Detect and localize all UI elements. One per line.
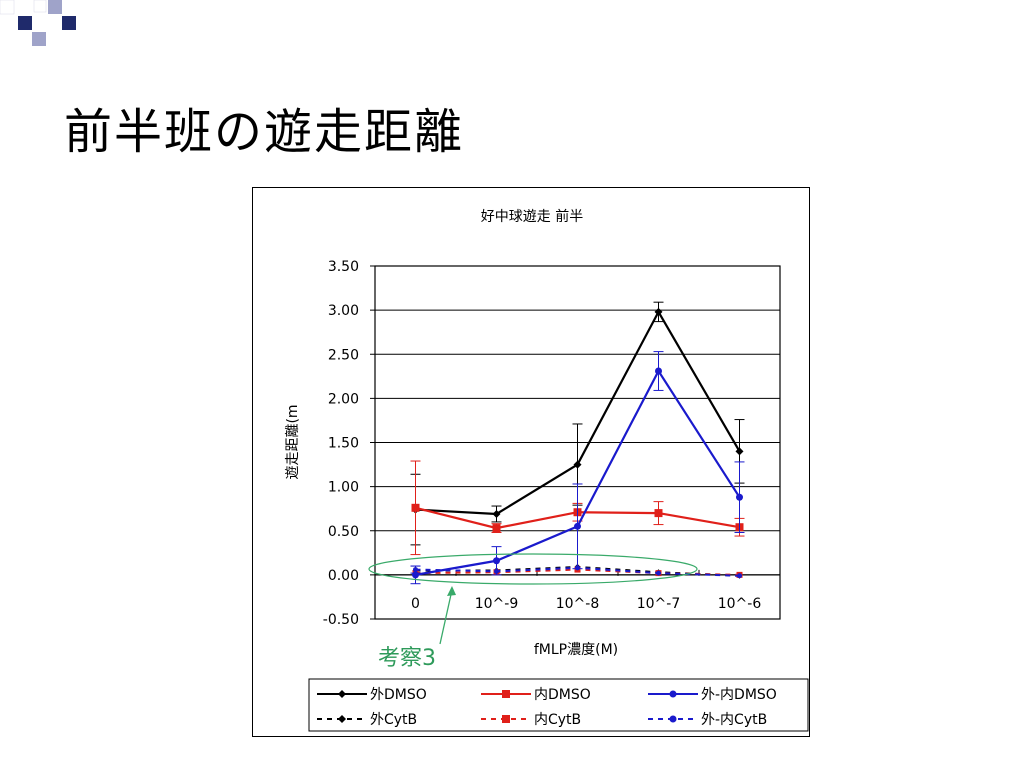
- y-axis-label: 遊走距離(m: [284, 404, 301, 479]
- data-point: [492, 524, 501, 533]
- legend: 外DMSO 内DMSO 外-内DMSO 外CytB 内CytB 外-内CytB: [308, 678, 809, 732]
- data-point: [655, 367, 662, 375]
- deco-square: [62, 16, 76, 30]
- legend-item: 内CytB: [481, 712, 581, 728]
- legend-label: 外CytB: [370, 712, 417, 728]
- data-point: [654, 509, 663, 518]
- data-point: [669, 690, 677, 698]
- data-point: [411, 503, 420, 512]
- legend-label: 内DMSO: [534, 687, 591, 703]
- x-axis-label: fMLP濃度(M): [534, 642, 618, 658]
- legend-item: 内DMSO: [481, 687, 591, 703]
- x-tick-label: 0: [411, 596, 420, 612]
- data-point: [654, 307, 663, 316]
- deco-square: [48, 0, 62, 14]
- title-decoration: [0, 0, 76, 46]
- highlight-ellipse: [368, 553, 698, 585]
- y-tick-label: 3.50: [328, 259, 359, 275]
- data-point: [574, 522, 581, 530]
- data-point: [492, 509, 501, 518]
- data-point: [412, 571, 419, 579]
- data-point: [735, 447, 744, 456]
- data-point: [669, 715, 677, 723]
- y-tick-label: 2.50: [328, 347, 359, 363]
- slide-title: 前半班の遊走距離: [64, 104, 465, 160]
- y-tick-label: 1.00: [328, 480, 359, 496]
- deco-square: [32, 32, 46, 46]
- x-tick-label: 10^-9: [475, 596, 519, 612]
- legend-label: 内CytB: [534, 712, 581, 728]
- data-point: [338, 715, 346, 723]
- annotation-arrowhead: [447, 586, 456, 596]
- data-series: [410, 301, 745, 585]
- data-point: [493, 557, 500, 565]
- legend-label: 外-内CytB: [701, 712, 767, 728]
- y-tick-label: 1.50: [328, 436, 359, 452]
- legend-item: 外-内CytB: [648, 712, 767, 728]
- data-point: [502, 715, 510, 723]
- data-point: [736, 493, 743, 501]
- x-tick-label: 10^-7: [637, 596, 681, 612]
- annotation-text: 考察3: [378, 646, 436, 671]
- x-tick-label: 10^-8: [556, 596, 600, 612]
- deco-square: [0, 0, 15, 15]
- y-tick-labels: 3.50 3.00 2.50 2.00 1.50 1.00 0.50 0.00 -0.50: [323, 259, 359, 628]
- y-tick-label: 2.00: [328, 391, 359, 407]
- series-外-内DMSO: [410, 351, 745, 585]
- y-tick-label: 0.00: [328, 568, 359, 584]
- x-tick-labels: 0 10^-9 10^-8 10^-7 10^-6: [411, 596, 761, 612]
- legend-item: 外DMSO: [317, 687, 427, 703]
- legend-label: 外DMSO: [370, 687, 427, 703]
- chart-title: 好中球遊走 前半: [481, 208, 583, 225]
- y-tick-label: 0.50: [328, 524, 359, 540]
- legend-item: 外CytB: [317, 712, 417, 728]
- deco-square: [33, 0, 47, 13]
- legend-box: [308, 678, 809, 732]
- legend-label: 外-内DMSO: [701, 687, 777, 703]
- data-point: [573, 460, 582, 469]
- y-tick-label: -0.50: [323, 612, 359, 628]
- y-tick-label: 3.00: [328, 303, 359, 319]
- data-point: [338, 690, 346, 698]
- legend-item: 外-内DMSO: [648, 687, 777, 703]
- data-point: [502, 690, 510, 698]
- annotation-arrow: [439, 589, 453, 645]
- x-tick-label: 10^-6: [718, 596, 762, 612]
- deco-square: [18, 16, 32, 30]
- data-point: [656, 570, 661, 576]
- data-point: [737, 573, 742, 579]
